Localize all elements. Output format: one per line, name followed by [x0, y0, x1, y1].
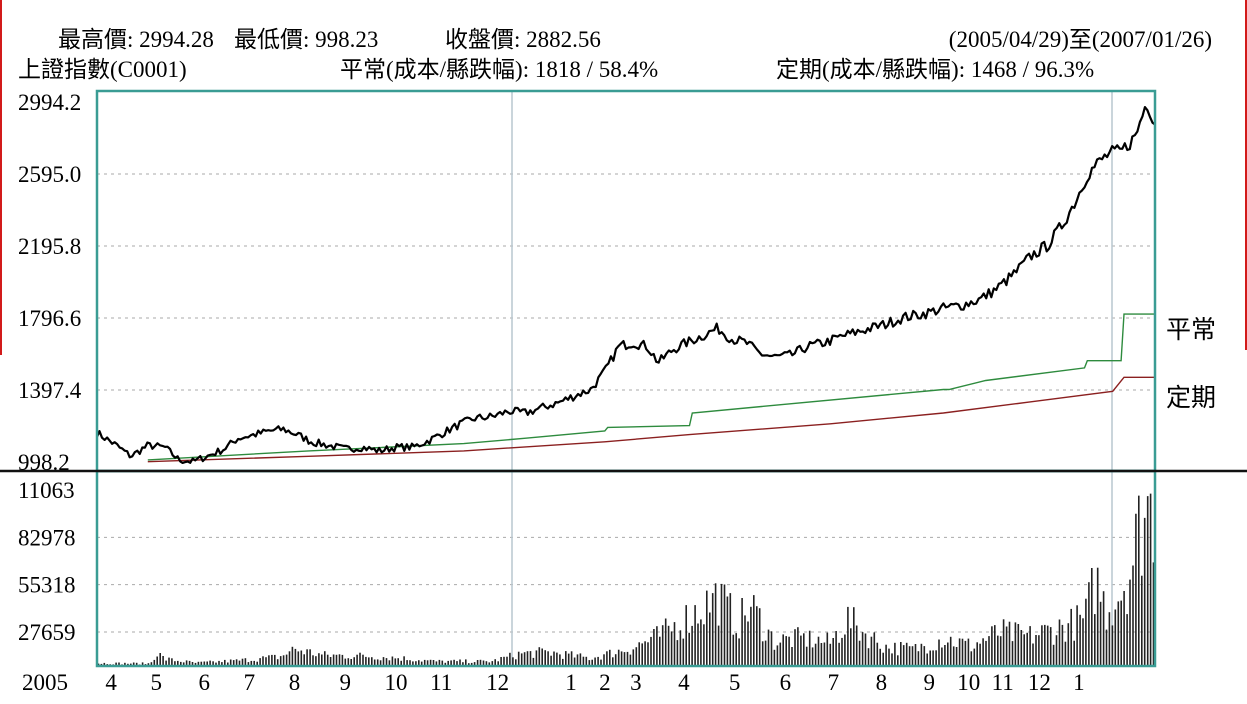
x-tick-label: 4	[105, 670, 117, 695]
x-tick-label: 5	[729, 670, 741, 695]
x-tick-label: 12	[486, 670, 509, 695]
legend-periodic: 定期	[1166, 384, 1216, 412]
volume-tick-label: 11063	[18, 478, 75, 503]
x-tick-label: 6	[198, 670, 210, 695]
red-border-left	[0, 0, 2, 355]
x-tick-label: 6	[780, 670, 792, 695]
x-tick-label: 12	[1028, 670, 1051, 695]
header-date-range: (2005/04/29)至(2007/01/26)	[949, 27, 1212, 52]
price-tick-label: 1397.4	[18, 378, 82, 403]
header-normal-stats: 平常(成本/縣跌幅): 1818 / 58.4%	[340, 57, 658, 82]
x-tick-label: 4	[678, 670, 690, 695]
red-border-right	[1245, 0, 1247, 350]
x-tick-label: 1	[565, 670, 577, 695]
x-tick-label: 11	[992, 670, 1014, 695]
price-tick-label: 2595.0	[18, 162, 81, 187]
x-tick-label: 9	[340, 670, 352, 695]
legend-normal: 平常	[1166, 316, 1216, 344]
price-tick-label: 2994.2	[18, 90, 81, 115]
x-tick-label: 8	[876, 670, 888, 695]
price-tick-label: 998.2	[18, 450, 70, 475]
x-tick-label: 11	[430, 670, 452, 695]
header-close: 收盤價: 2882.56	[445, 27, 601, 52]
x-tick-label: 8	[289, 670, 301, 695]
x-tick-label: 7	[828, 670, 840, 695]
header-low: 最低價: 998.23	[234, 27, 378, 52]
price-tick-label: 1796.6	[18, 306, 81, 331]
price-panel-frame	[95, 89, 1157, 473]
index-price-line	[95, 106, 1156, 464]
x-tick-label: 7	[244, 670, 256, 695]
volume-tick-label: 55318	[18, 573, 76, 598]
x-tick-label: 10	[957, 670, 980, 695]
x-tick-label: 1	[1073, 670, 1085, 695]
price-tick-label: 2195.8	[18, 234, 81, 259]
volume-bars	[97, 493, 1155, 665]
x-tick-label: 2005	[22, 670, 68, 695]
price-axis: 2994.2 2595.0 2195.8 1796.6 1397.4 998.2	[18, 90, 82, 475]
x-tick-label: 5	[150, 670, 162, 695]
gridlines	[97, 173, 1155, 633]
volume-tick-label: 27659	[18, 620, 76, 645]
header-index-name: 上證指數(C0001)	[18, 57, 187, 82]
volume-tick-label: 82978	[18, 525, 76, 550]
x-tick-label: 9	[924, 670, 936, 695]
x-tick-label: 3	[630, 670, 642, 695]
volume-axis: 11063 82978 55318 27659	[18, 478, 76, 645]
volume-panel-frame	[95, 469, 1157, 668]
time-axis: 2005 4 5 6 7 8 9 10 11 12 1 2 3 4 5 6 7 8 9 10 11 12 1	[22, 670, 1085, 695]
x-tick-label: 10	[385, 670, 408, 695]
header-high: 最高價: 2994.28	[58, 27, 214, 52]
x-tick-label: 2	[599, 670, 611, 695]
periodic-cost-line	[147, 376, 1155, 463]
header-periodic-stats: 定期(成本/縣跌幅): 1468 / 96.3%	[776, 57, 1094, 82]
normal-cost-line	[147, 313, 1155, 461]
